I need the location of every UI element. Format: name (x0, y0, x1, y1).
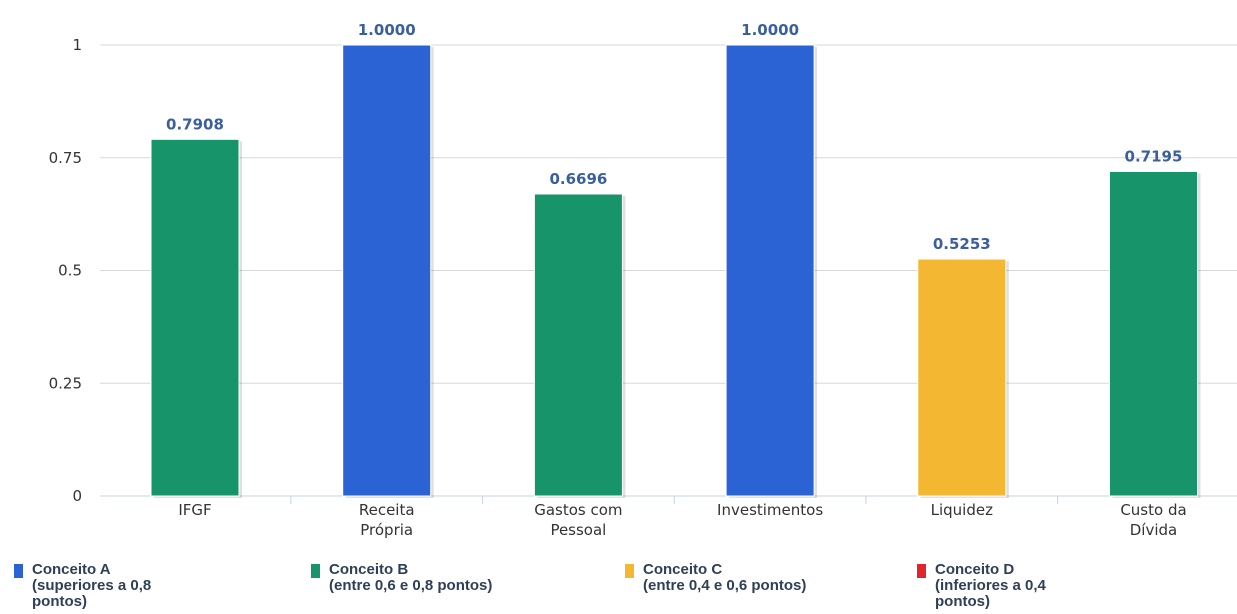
data-label: 1.0000 (741, 21, 799, 39)
legend-swatch (625, 564, 634, 578)
bar (342, 44, 432, 497)
legend-text-line: (inferiores a 0,4 (935, 577, 1046, 594)
bar (917, 258, 1007, 497)
legend-text-line: (entre 0,6 e 0,8 pontos) (329, 577, 493, 594)
legend-text-line: (entre 0,4 e 0,6 pontos) (643, 577, 807, 594)
x-category-label: Própria (360, 521, 413, 539)
legend-text: Conceito C (entre 0,4 e 0,6 pontos) (643, 562, 806, 594)
legend-text: Conceito B (entre 0,6 e 0,8 pontos) (329, 562, 492, 594)
legend-swatch (14, 564, 23, 578)
legend-item-conceito-c[interactable]: Conceito C (entre 0,4 e 0,6 pontos) (625, 562, 806, 594)
x-category-label: Dívida (1130, 521, 1177, 539)
legend-item-conceito-b[interactable]: Conceito B (entre 0,6 e 0,8 pontos) (311, 562, 492, 594)
bar (1109, 171, 1198, 497)
bar (150, 138, 240, 497)
legend-item-conceito-a[interactable]: Conceito A (superiores a 0,8 pontos) (14, 562, 151, 610)
x-category-label: Custo da (1120, 501, 1186, 519)
x-category-label: Receita (359, 501, 415, 519)
y-tick-label: 0.75 (49, 149, 82, 167)
x-category-label: Liquidez (931, 501, 993, 519)
x-category-label: Pessoal (550, 521, 606, 539)
legend-swatch (311, 564, 320, 578)
x-category-label: Investimentos (717, 501, 823, 519)
legend-text-line: Conceito D (935, 561, 1015, 578)
bar-chart: 0 0.25 0.5 0.75 1 0.7908 IFGF 1.0000 Receita Próp… (49, 21, 1237, 539)
y-tick-label: 1 (72, 36, 82, 54)
bar (533, 193, 623, 497)
legend-text-line: Conceito B (329, 561, 409, 578)
legend-swatch (917, 564, 926, 578)
data-label: 0.6696 (549, 170, 607, 188)
legend-item-conceito-d[interactable]: Conceito D (inferiores a 0,4 pontos) (917, 562, 1046, 610)
data-label: 0.5253 (933, 235, 991, 253)
bar (725, 44, 815, 497)
legend-text-line: Conceito C (643, 561, 723, 578)
legend-text-line: (superiores a 0,8 (32, 577, 152, 594)
legend-text-line: pontos) (32, 593, 87, 610)
data-label: 0.7908 (166, 115, 224, 133)
y-tick-label: 0.5 (58, 262, 82, 280)
y-tick-label: 0.25 (49, 374, 82, 392)
y-tick-label: 0 (72, 487, 82, 505)
x-category-label: IFGF (178, 501, 211, 519)
legend-text: Conceito D (inferiores a 0,4 pontos) (935, 562, 1046, 610)
chart-legend: Conceito A (superiores a 0,8 pontos) Concei… (0, 562, 1237, 614)
data-label: 1.0000 (358, 21, 416, 39)
legend-text: Conceito A (superiores a 0,8 pontos) (32, 562, 151, 610)
legend-text-line: pontos) (935, 593, 990, 610)
legend-text-line: Conceito A (32, 561, 111, 578)
x-category-label: Gastos com (534, 501, 622, 519)
data-label: 0.7195 (1125, 148, 1183, 166)
